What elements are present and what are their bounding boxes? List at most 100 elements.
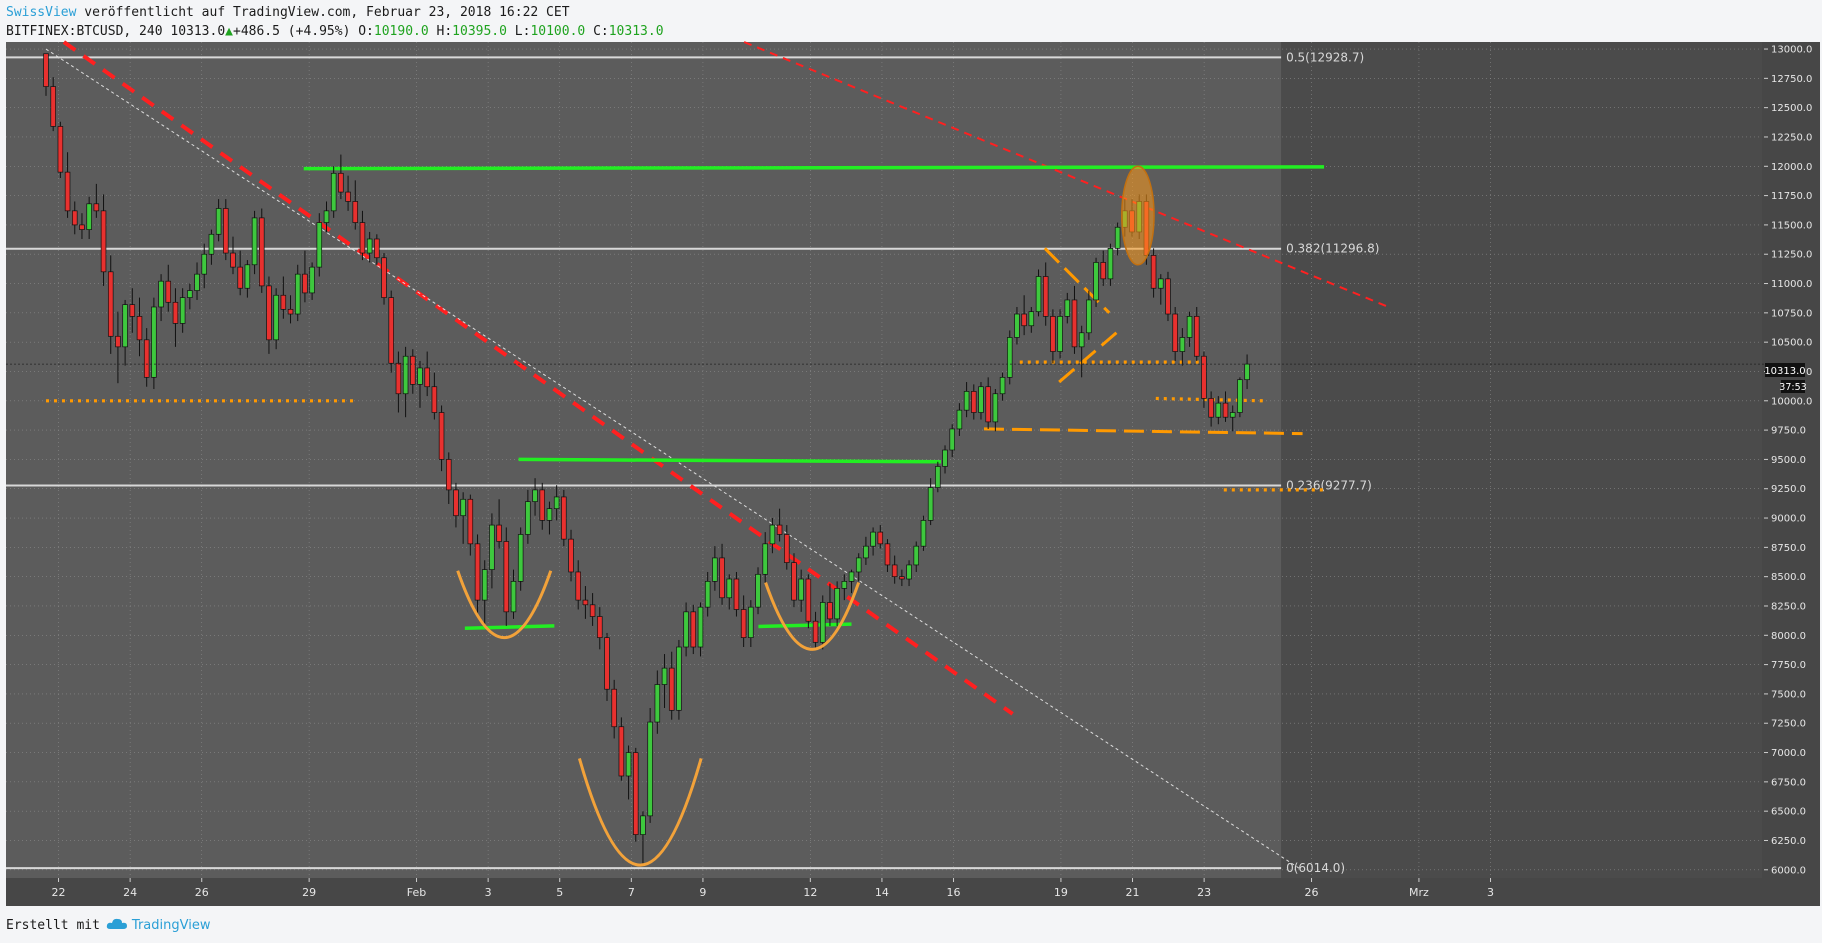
candle-body: [1064, 299, 1071, 317]
price-tag-box: [1765, 363, 1805, 377]
rejection-ellipse: [1121, 165, 1155, 266]
y-tick-label: 12750.0: [1771, 74, 1812, 85]
candle-body: [532, 489, 538, 502]
pattern-overlays: [6, 165, 1764, 867]
candle-body: [812, 620, 819, 643]
x-tick-label: 19: [1054, 886, 1068, 899]
open-label: O:: [358, 24, 374, 39]
candle-body: [870, 531, 876, 547]
candle-body: [1186, 316, 1193, 338]
candle-body: [302, 273, 308, 294]
candle-body: [762, 543, 768, 575]
candle-body: [496, 524, 502, 542]
candle-body: [525, 501, 531, 535]
close-value: 10313.0: [608, 24, 664, 39]
candle-body: [992, 393, 999, 423]
candle-body: [597, 616, 603, 638]
author-link[interactable]: SwissView: [6, 5, 77, 20]
candle-body: [589, 604, 596, 617]
candle-body: [683, 611, 689, 648]
candle-body: [107, 271, 114, 337]
candle-body: [129, 304, 136, 317]
y-tick-label: 9750.0: [1771, 426, 1806, 437]
countdown-tag: 37:53: [1779, 382, 1806, 393]
candle-body: [1229, 412, 1236, 418]
x-tick-label: 5: [556, 886, 563, 899]
candle-body: [57, 126, 64, 173]
orange-flag-1: [1043, 247, 1111, 314]
x-tick-label: 24: [123, 886, 137, 899]
candle-body: [755, 573, 761, 608]
candle-body: [791, 562, 797, 601]
time-axis[interactable]: 22 24 26 29 Feb 3 5 7 9 12 14 16 19 21 23 26 Mrz 3: [52, 878, 1495, 899]
y-tick-label: 7500.0: [1771, 689, 1806, 700]
created-with-label: Erstellt mit: [6, 918, 100, 933]
candle-body: [920, 520, 927, 547]
x-tick-label: 3: [1487, 886, 1494, 899]
price-axis[interactable]: 6000.0 6250.0 6500.0 6750.0 7000.0 7250.0 7500…: [1764, 45, 1812, 877]
candle-body: [719, 557, 725, 599]
y-tick-label: 12000.0: [1771, 162, 1812, 173]
candle-body: [949, 428, 955, 451]
candle-body: [93, 203, 100, 212]
right-shoulder-arc: [764, 582, 861, 651]
candle-body: [1086, 299, 1092, 334]
x-tick-label: 7: [628, 886, 635, 899]
x-tick-label: 14: [875, 886, 889, 899]
candle-body: [1057, 316, 1063, 352]
candle-body: [410, 355, 416, 385]
head-arc: [577, 757, 703, 867]
time-axis-bg: [6, 878, 1764, 906]
candle-body: [841, 581, 848, 589]
candle-body: [1100, 262, 1106, 280]
candle-body: [820, 602, 826, 643]
candle-body: [971, 391, 977, 413]
candle-body: [1201, 355, 1207, 399]
candle-body: [704, 581, 711, 608]
candle-body: [1107, 248, 1114, 280]
y-tick-label: 9000.0: [1771, 514, 1806, 525]
y-tick-label: 11750.0: [1771, 191, 1812, 202]
candle-body: [438, 412, 445, 460]
green-level-12000: [303, 165, 1325, 171]
candle-body: [1150, 255, 1157, 289]
y-tick-label: 6500.0: [1771, 807, 1806, 818]
x-tick-label: 29: [302, 886, 316, 899]
candle-body: [374, 238, 380, 259]
candle-body: [985, 386, 991, 423]
candle-body: [561, 496, 567, 540]
candle-body: [927, 487, 934, 521]
candle-body: [1035, 276, 1042, 313]
candle-body: [625, 752, 632, 777]
low-value: 10100.0: [530, 24, 586, 39]
candle-body: [1237, 379, 1243, 413]
y-tick-label: 12500.0: [1771, 103, 1812, 114]
candle-body: [489, 524, 495, 570]
candle-body: [287, 308, 294, 315]
candle-body: [1244, 363, 1250, 381]
candle-body: [467, 498, 474, 545]
candle-body: [417, 367, 423, 385]
high-label: H:: [436, 24, 453, 39]
candle-body: [323, 210, 330, 223]
candle-body: [273, 294, 279, 341]
candle-body: [64, 171, 71, 212]
candle-body: [79, 224, 85, 230]
candle-body: [316, 222, 323, 268]
y-tick-label: 10000.0: [1771, 396, 1812, 407]
y-tick-label: 7750.0: [1771, 660, 1806, 671]
green-right-shoulder: [758, 622, 852, 629]
x-tick-label: 21: [1126, 886, 1140, 899]
y-tick-label: 9250.0: [1771, 484, 1806, 495]
candle-body: [575, 571, 581, 601]
candle-body: [935, 466, 941, 488]
publish-line: SwissView veröffentlicht auf TradingView…: [6, 5, 570, 20]
left-shoulder-arc: [456, 570, 553, 639]
candle-body: [100, 210, 107, 273]
fib-level-label: 0(6014.0): [1286, 861, 1345, 875]
tradingview-link[interactable]: TradingView: [106, 918, 210, 933]
candle-body: [151, 306, 157, 378]
candle-body: [877, 531, 884, 545]
